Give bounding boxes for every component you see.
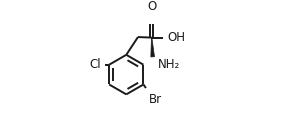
Text: O: O — [147, 0, 156, 13]
Polygon shape — [151, 38, 155, 57]
Text: OH: OH — [167, 31, 185, 44]
Text: Cl: Cl — [89, 58, 101, 71]
Text: Br: Br — [149, 93, 162, 106]
Text: NH₂: NH₂ — [158, 58, 180, 71]
